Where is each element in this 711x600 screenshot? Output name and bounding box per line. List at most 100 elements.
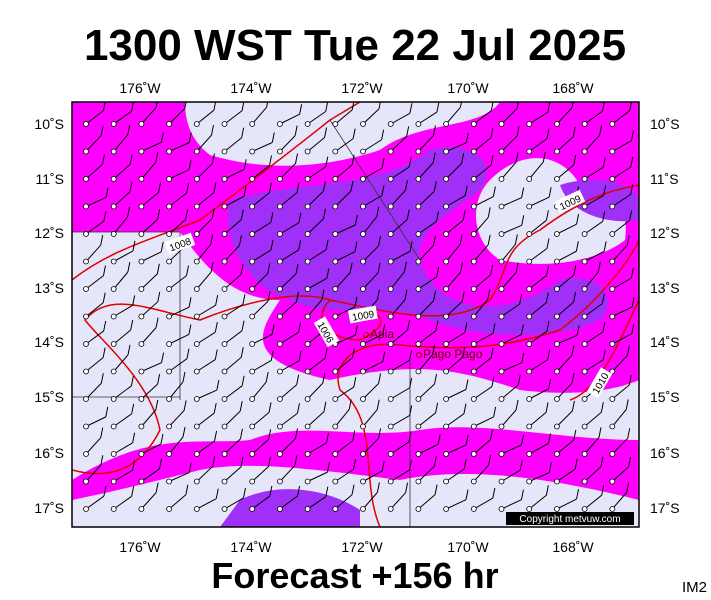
barb-shaft [584, 331, 604, 345]
barb-shaft [307, 442, 327, 455]
barb-station [138, 121, 145, 127]
barb-shaft [113, 354, 129, 372]
isobar-label-bg [347, 305, 378, 324]
isobar-label: 1009 [347, 305, 378, 324]
barb-station [83, 341, 89, 347]
barb-flag [354, 214, 358, 226]
barb-flag [158, 182, 161, 193]
barb-station [83, 451, 89, 457]
barb-flag [626, 482, 630, 493]
clear-area [476, 158, 626, 264]
barb-flag [269, 155, 273, 166]
barb-flag [155, 399, 159, 410]
barb-shaft [196, 163, 213, 180]
barb-shaft [141, 192, 159, 207]
barb-flag [132, 432, 136, 443]
barb-shaft [445, 389, 467, 400]
barb-shaft [113, 250, 134, 262]
barb-station [498, 478, 505, 485]
barb-flag [243, 487, 246, 499]
barb-shaft [224, 219, 242, 235]
barb-flag [516, 102, 519, 109]
barb-station [138, 176, 145, 182]
barb-station [83, 368, 89, 375]
barb-station [249, 176, 256, 182]
barb-flag [184, 102, 187, 109]
barb-shaft [362, 108, 380, 125]
barb-station [276, 368, 283, 375]
barb-station [498, 396, 505, 402]
lat-label: 16˚S [34, 445, 64, 461]
barb-shaft [473, 164, 492, 180]
barb-flag [628, 374, 632, 386]
lat-label: 15˚S [34, 389, 64, 405]
barb-flag [239, 401, 243, 412]
map-labels: 176˚W 176˚W 174˚W 174˚W 172˚W 172˚W 170˚W 170˚W… [34, 80, 679, 555]
barb-flag [546, 320, 550, 332]
barb-station [415, 341, 422, 347]
barb-flag [160, 132, 164, 143]
barb-station [415, 506, 422, 512]
barb-flag [409, 377, 413, 388]
barb-shaft [196, 271, 212, 290]
barb-station [166, 451, 173, 457]
barb-shaft [251, 381, 267, 400]
barb-flag [464, 185, 468, 196]
barb-shaft [196, 192, 215, 207]
barb-shaft [279, 273, 297, 290]
barb-flag [296, 374, 300, 385]
barb-station [221, 451, 228, 457]
barb-shaft [279, 192, 298, 207]
barb-station [609, 258, 616, 265]
barb-station [221, 203, 228, 210]
barb-station [554, 176, 560, 182]
barb-shaft [168, 472, 190, 482]
barb-flag [214, 322, 218, 333]
barb-station [415, 286, 422, 292]
barb-station [138, 313, 145, 320]
barb-shaft [141, 141, 162, 152]
barb-station [526, 176, 533, 182]
barb-station [276, 176, 283, 182]
barb-flag [433, 456, 437, 467]
barb-station [221, 121, 228, 127]
barb-shaft [168, 436, 184, 455]
barb-shaft [141, 492, 157, 510]
barb-shaft [168, 219, 186, 235]
barb-station [193, 506, 200, 512]
barb-station [498, 451, 505, 457]
lon-label: 174˚W [230, 80, 272, 96]
barb-shaft [473, 357, 492, 372]
barb-flag [156, 263, 160, 274]
barb-shaft [85, 220, 105, 235]
barb-shaft [418, 190, 435, 207]
barb-flag [434, 373, 438, 385]
barb-station [387, 121, 394, 127]
barb-shaft [418, 494, 436, 510]
barb-flag [626, 235, 630, 246]
barb-flag [404, 180, 408, 191]
barb-station [166, 176, 173, 182]
lat-label: 11˚S [35, 171, 64, 187]
barb-flag [297, 485, 301, 497]
barb-station [498, 258, 505, 265]
barb-station [221, 396, 228, 402]
barb-flag [325, 239, 329, 250]
barb-flag [183, 400, 187, 411]
barb-station [415, 423, 422, 430]
barb-station [332, 423, 339, 430]
barb-station [276, 203, 283, 210]
barb-flag [630, 156, 634, 168]
barb-shaft [556, 468, 576, 482]
barb-station [387, 451, 394, 457]
barb-shaft [390, 469, 410, 482]
barb-shaft [362, 361, 383, 372]
barb-shaft [85, 110, 104, 125]
barb-shaft [335, 306, 356, 317]
barb-shaft [528, 330, 548, 345]
barb-shaft [141, 383, 158, 400]
barb-shaft [612, 277, 632, 290]
barb-flag [409, 405, 413, 416]
barb-shaft [168, 358, 188, 372]
barb-shaft [445, 272, 461, 290]
